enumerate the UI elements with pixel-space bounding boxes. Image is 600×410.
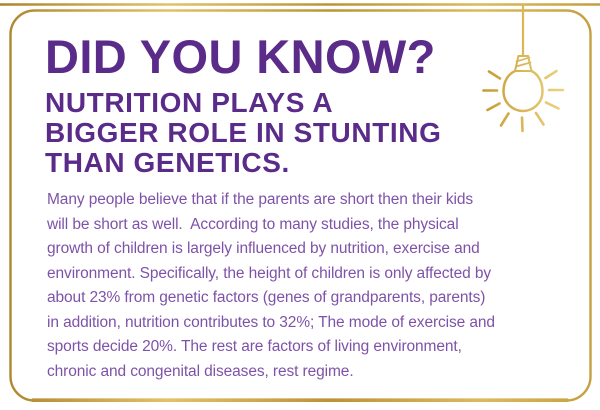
- card-title: DID YOU KNOW?: [45, 30, 436, 83]
- card-subtitle: NUTRITION PLAYS A BIGGER ROLE IN STUNTIN…: [45, 87, 442, 178]
- card-body-text: Many people believe that if the parents …: [47, 191, 495, 380]
- card-content: DID YOU KNOW? NUTRITION PLAYS A BIGGER R…: [45, 32, 590, 384]
